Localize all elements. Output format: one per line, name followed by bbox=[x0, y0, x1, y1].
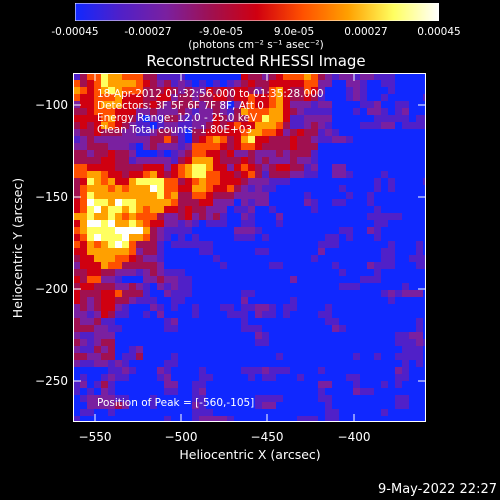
rhessi-image-canvas bbox=[73, 73, 430, 423]
y-tick: −100 bbox=[35, 98, 68, 112]
annotation-clean: Clean Total counts: 1.80E+03 bbox=[97, 124, 253, 136]
plot-timestamp: 9-May-2022 22:27 bbox=[378, 482, 497, 497]
colorbar-tick: 9.0e-05 bbox=[273, 26, 315, 38]
annotation-time: 18-Apr-2012 01:32:56.000 to 01:35:28.000 bbox=[97, 88, 324, 100]
colorbar-units: (photons cm⁻² s⁻¹ asec⁻²) bbox=[188, 39, 324, 51]
colorbar-tick: 0.00027 bbox=[344, 26, 388, 38]
annotation-detectors: Detectors: 3F 5F 6F 7F 8F, Att 0 bbox=[97, 100, 264, 112]
x-axis-label: Heliocentric X (arcsec) bbox=[179, 447, 321, 462]
y-axis-label: Heliocentric Y (arcsec) bbox=[9, 177, 25, 319]
annotation-energy: Energy Range: 12.0 - 25.0 keV bbox=[97, 112, 258, 124]
rhessi-image bbox=[73, 73, 430, 423]
colorbar-tick: -9.0e-05 bbox=[198, 26, 244, 38]
x-tick: −500 bbox=[164, 430, 198, 444]
colorbar-tick: 0.00045 bbox=[417, 26, 461, 38]
x-tick: −400 bbox=[337, 430, 371, 444]
image-title: Reconstructed RHESSI Image bbox=[146, 52, 366, 70]
x-tick: −550 bbox=[78, 430, 112, 444]
y-tick: −200 bbox=[35, 282, 68, 296]
annotation-peak: Position of Peak = [-560,-105] bbox=[97, 397, 255, 409]
colorbar-tick: -0.00045 bbox=[51, 26, 99, 38]
y-tick: −250 bbox=[35, 374, 68, 388]
x-tick: −450 bbox=[250, 430, 284, 444]
colorbar bbox=[75, 3, 439, 21]
colorbar-gradient bbox=[75, 3, 439, 21]
y-tick: −150 bbox=[35, 190, 68, 204]
colorbar-tick: -0.00027 bbox=[124, 26, 172, 38]
